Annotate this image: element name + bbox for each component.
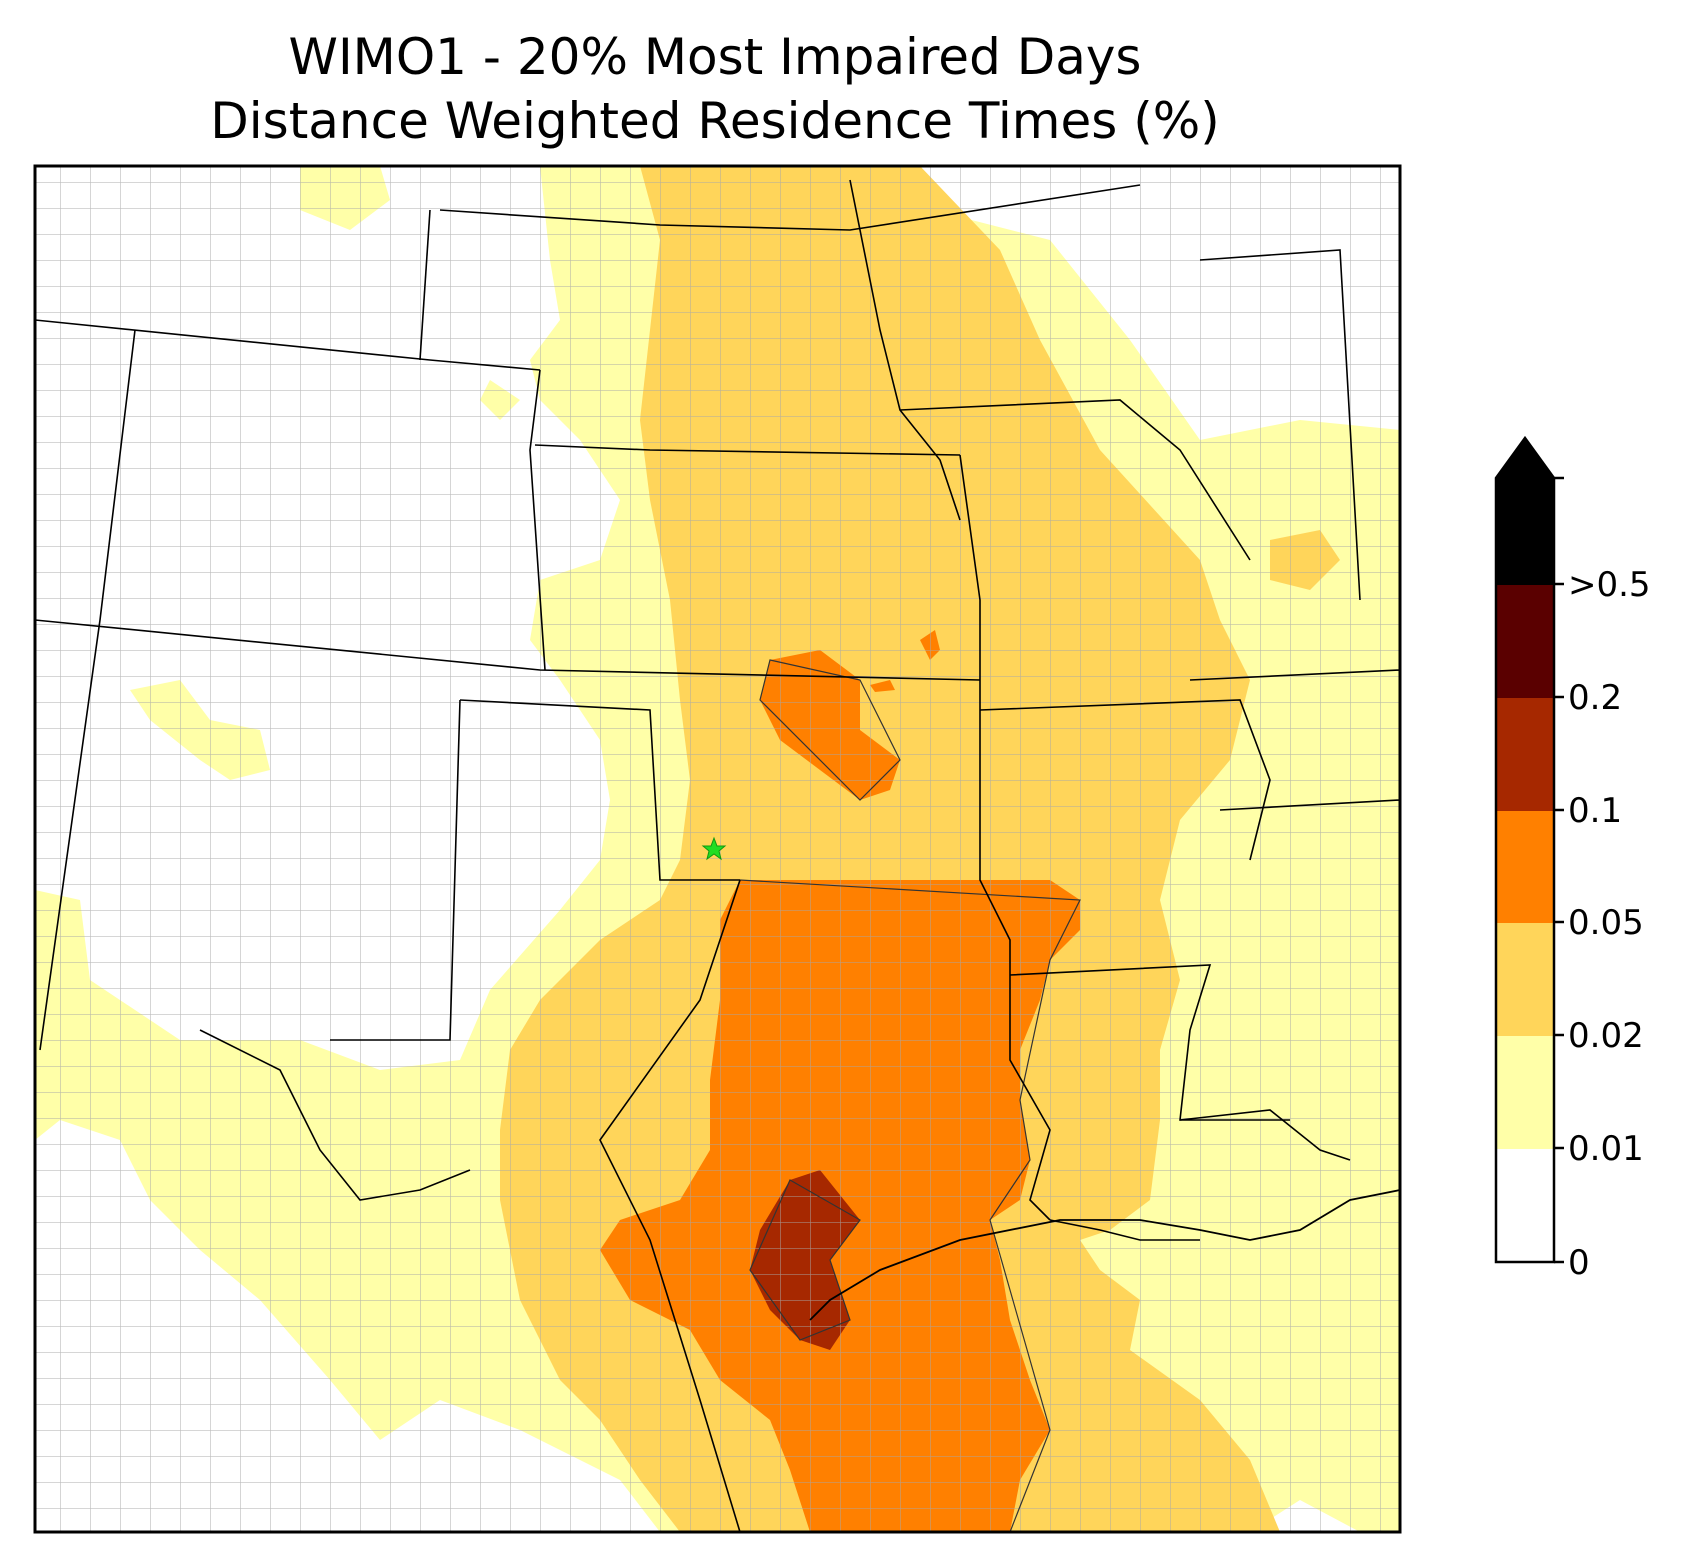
- coastline: [809, 1189, 1400, 1321]
- map-frame: [33, 164, 1402, 1534]
- colorbar-label-05: >0.5: [1568, 565, 1651, 605]
- colorbar-bin-005: [1496, 810, 1554, 923]
- colorbar-bin-02: [1496, 584, 1554, 698]
- colorbar-bin-05: [1496, 478, 1554, 585]
- colorbar: [1494, 435, 1564, 1264]
- colorbar-label-01: 0.1: [1568, 791, 1623, 831]
- map-area: [35, 166, 1400, 1532]
- colorbar-label-005: 0.05: [1568, 903, 1644, 943]
- map-title-line-1: WIMO1 - 20% Most Impaired Days: [288, 28, 1142, 86]
- colorbar-label-0: 0: [1568, 1243, 1590, 1283]
- colorbar-label-002: 0.02: [1568, 1016, 1644, 1056]
- colorbar-bin-001: [1496, 1035, 1554, 1149]
- map-title-line-2: Distance Weighted Residence Times (%): [210, 92, 1220, 150]
- colorbar-bin-0: [1496, 1148, 1554, 1262]
- colorbar-bin-01: [1496, 697, 1554, 811]
- site-star-marker: [701, 836, 727, 861]
- colorbar-bin-002: [1496, 922, 1554, 1036]
- colorbar-extend-arrow: [1496, 438, 1554, 478]
- colorbar-label-02: 0.2: [1568, 678, 1623, 718]
- colorbar-label-001: 0.01: [1568, 1129, 1644, 1169]
- state-boundaries: [35, 179, 1400, 1532]
